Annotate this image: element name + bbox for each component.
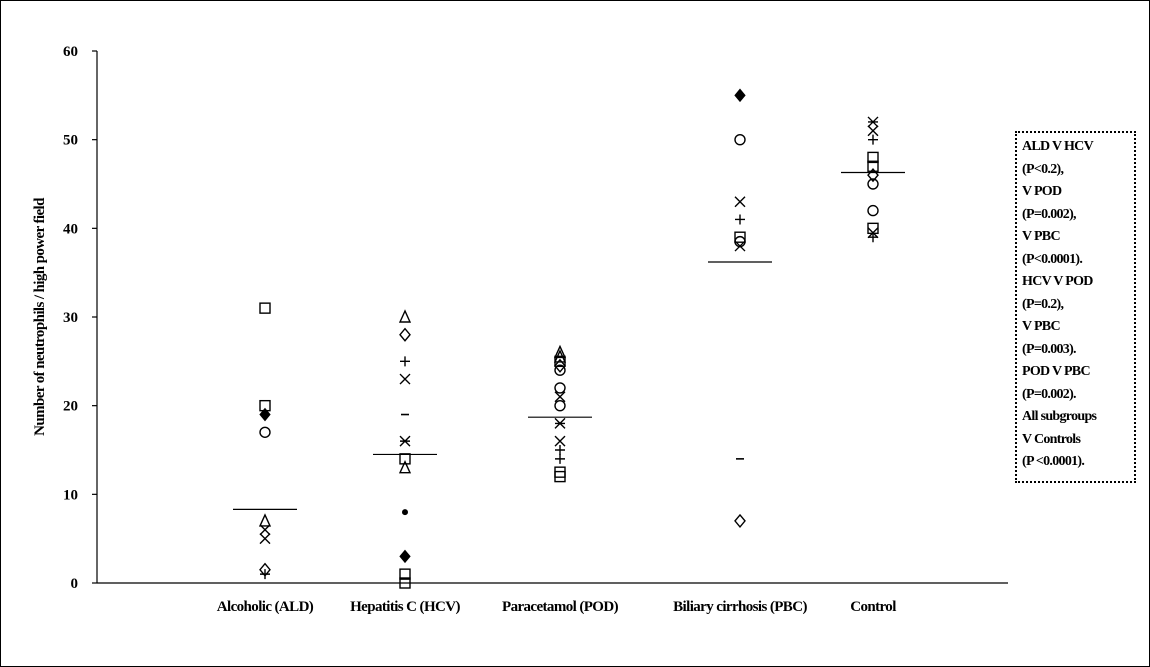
annotation-line: V PBC [1022, 229, 1061, 244]
y-tick-label: 60 [63, 44, 78, 60]
y-tick-label: 50 [63, 133, 78, 149]
data-point-star [867, 116, 879, 128]
data-point-circle [734, 133, 746, 146]
data-point-diamond-filled [734, 88, 746, 103]
data-point-star [554, 417, 566, 429]
annotation-line: (P<0.2), [1022, 161, 1064, 177]
mean-lines [233, 171, 905, 511]
data-point-square [554, 470, 566, 483]
y-axis-label: Number of neutrophils / high power field [32, 197, 48, 436]
data-point-circle [867, 204, 879, 217]
annotation-line: V PBC [1022, 319, 1061, 334]
annotation-line: All subgroups [1022, 409, 1097, 424]
data-point-dot [402, 509, 408, 516]
data-point-plus [868, 232, 878, 243]
y-tick-label: 0 [71, 576, 79, 592]
data-point-triangle [553, 344, 567, 359]
data-point-circle [259, 426, 271, 438]
data-point-plus [555, 445, 565, 455]
data-point-x [867, 125, 879, 137]
data-point-triangle [398, 309, 412, 323]
data-point-diamond [399, 327, 411, 342]
data-point-diamond-filled [259, 407, 271, 422]
data-point-x [554, 391, 566, 403]
x-category-label: Hepatitis C (HCV) [350, 599, 460, 615]
data-point-x [259, 533, 271, 545]
y-tick-label: 40 [63, 221, 78, 237]
annotation-line: ALD V HCV [1022, 139, 1094, 154]
annotation-line: (P=0.2), [1022, 296, 1064, 312]
data-point-square [554, 355, 566, 368]
data-point-diamond [867, 168, 879, 183]
x-category-labels: Alcoholic (ALD) Hepatitis C (HCV) Paraceta… [217, 599, 897, 615]
data-point-x [554, 435, 566, 447]
annotation-line: HCV V POD [1022, 274, 1093, 289]
significance-annotation-box: ALD V HCV (P<0.2), V POD (P=0.002), V PBC (P<… [1015, 131, 1136, 483]
annotation-line: POD V PBC [1022, 364, 1091, 379]
data-point-plus [735, 214, 745, 225]
data-point-plus [400, 356, 410, 367]
data-point-plus [260, 569, 270, 580]
annotation-line: V Controls [1022, 431, 1081, 447]
data-point-x [734, 196, 746, 208]
data-point-plus [868, 134, 878, 145]
annotation-line: (P=0.002). [1022, 386, 1077, 402]
data-point-circle [554, 382, 566, 394]
annotation-line: V POD [1022, 184, 1062, 199]
data-point-square [399, 453, 411, 465]
y-tick-labels: 0 10 20 30 40 50 60 [63, 44, 78, 592]
data-point-square [867, 160, 879, 172]
data-point-square [399, 568, 411, 580]
data-point-circle [554, 399, 566, 412]
data-point-diamond-filled [399, 549, 411, 564]
x-category-label: Biliary cirrhosis (PBC) [673, 599, 807, 615]
data-point-plus [555, 453, 565, 464]
y-tick-label: 30 [63, 310, 78, 326]
data-point-triangle [398, 460, 412, 474]
annotation-line: (P=0.002), [1022, 206, 1077, 222]
data-point-diamond [554, 358, 566, 373]
data-point-circle [554, 364, 566, 376]
x-category-label: Paracetamol (POD) [502, 599, 619, 615]
data-points [258, 88, 879, 589]
data-point-square [867, 151, 879, 164]
y-tick-label: 20 [63, 399, 78, 415]
data-point-square [399, 577, 411, 589]
annotation-line: (P=0.003). [1022, 341, 1077, 357]
x-category-label: Control [850, 599, 896, 615]
annotation-line: (P<0.0001). [1022, 251, 1083, 267]
data-point-x [734, 240, 746, 252]
axes [92, 50, 1008, 584]
data-point-diamond [734, 513, 746, 529]
data-point-circle [867, 178, 879, 190]
data-point-x [399, 373, 411, 385]
x-category-label: Alcoholic (ALD) [217, 599, 314, 615]
data-point-star [399, 435, 411, 447]
data-point-square [734, 231, 746, 243]
data-point-x [259, 524, 271, 536]
data-point-square [259, 302, 271, 314]
annotation-line: (P <0.0001). [1022, 454, 1085, 469]
data-point-triangle [258, 513, 272, 527]
y-tick-label: 10 [63, 487, 78, 503]
